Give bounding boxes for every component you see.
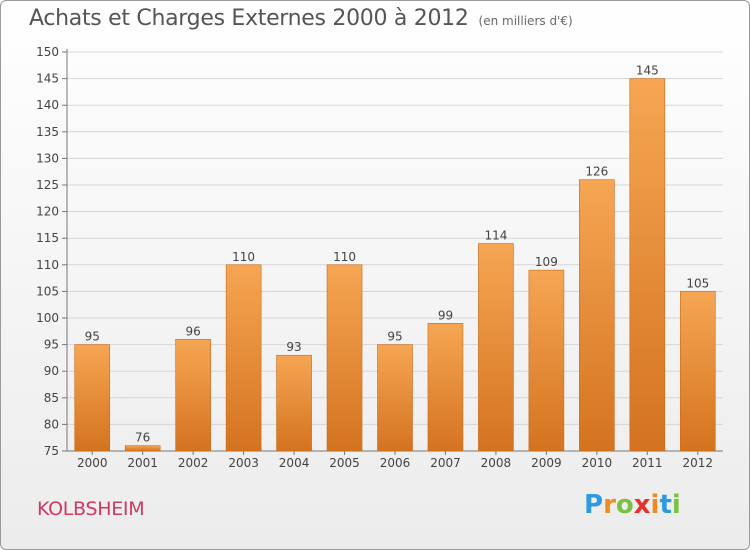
logo-letter: t [659,490,672,520]
x-tick-label: 2005 [329,456,360,470]
bar [124,445,161,452]
data-label: 145 [636,64,659,78]
logo-letter: i [671,490,681,520]
logo-letter: x [633,490,651,520]
x-tick-label: 2000 [77,456,108,470]
y-tick-label: 90 [44,364,59,378]
data-label: 110 [232,250,255,264]
bar [679,291,716,452]
data-label: 96 [186,324,201,338]
x-tick-label: 2002 [178,456,209,470]
data-label: 76 [135,431,150,445]
x-tick-label: 2003 [228,456,259,470]
y-tick-label: 105 [36,284,59,298]
y-tick-label: 145 [36,72,59,86]
y-tick-label: 100 [36,311,59,325]
y-tick-label: 75 [44,444,59,458]
bar [377,344,413,452]
data-label: 93 [286,340,301,354]
x-tick-label: 2007 [430,456,461,470]
proxiti-logo: Proxiti [584,490,681,520]
bar [326,264,363,452]
data-label: 110 [333,250,356,264]
data-label: 114 [484,229,507,243]
bar [276,354,312,452]
bar [629,78,666,452]
x-tick-label: 2011 [632,456,663,470]
x-tick-label: 2004 [279,456,310,470]
y-tick-label: 150 [36,45,59,59]
data-label: 95 [85,330,100,344]
data-label: 95 [387,330,402,344]
bars [74,78,716,452]
y-tick-label: 80 [44,417,59,431]
x-tick-label: 2010 [582,456,613,470]
x-tick-label: 2012 [682,456,713,470]
y-tick-label: 115 [36,231,59,245]
x-tick-label: 2001 [127,456,158,470]
x-tick-label: 2006 [380,456,411,470]
data-label: 126 [585,165,608,179]
data-label: 99 [438,308,453,322]
y-tick-label: 125 [36,178,59,192]
y-tick-label: 140 [36,98,59,112]
logo-letter: i [650,490,660,520]
commune-name: KOLBSHEIM [37,498,145,520]
bar [579,179,615,452]
chart-subtitle: (en milliers d'€) [478,14,573,28]
x-tick-label: 2008 [481,456,512,470]
logo-letter: P [584,490,604,520]
bar [478,243,514,452]
y-tick-label: 95 [44,338,59,352]
y-tick-label: 110 [36,258,59,272]
data-label: 105 [686,276,709,290]
y-tick-label: 135 [36,125,59,139]
bar [175,338,211,452]
data-label: 109 [535,255,558,269]
x-tick-label: 2009 [531,456,562,470]
bar [74,344,111,452]
y-tick-label: 130 [36,151,59,165]
labels: 95 2000 76 2001 96 2002 110 2003 93 2004 110 2005 95… [77,64,713,470]
y-tick-label: 85 [44,391,59,405]
logo-letter: r [603,490,616,520]
logo-letter: o [615,490,634,520]
y-tick-label: 120 [36,205,59,219]
bar [225,264,262,452]
chart-title: Achats et Charges Externes 2000 à 2012 (e… [29,6,573,31]
bar [528,269,565,452]
bar [427,323,464,452]
